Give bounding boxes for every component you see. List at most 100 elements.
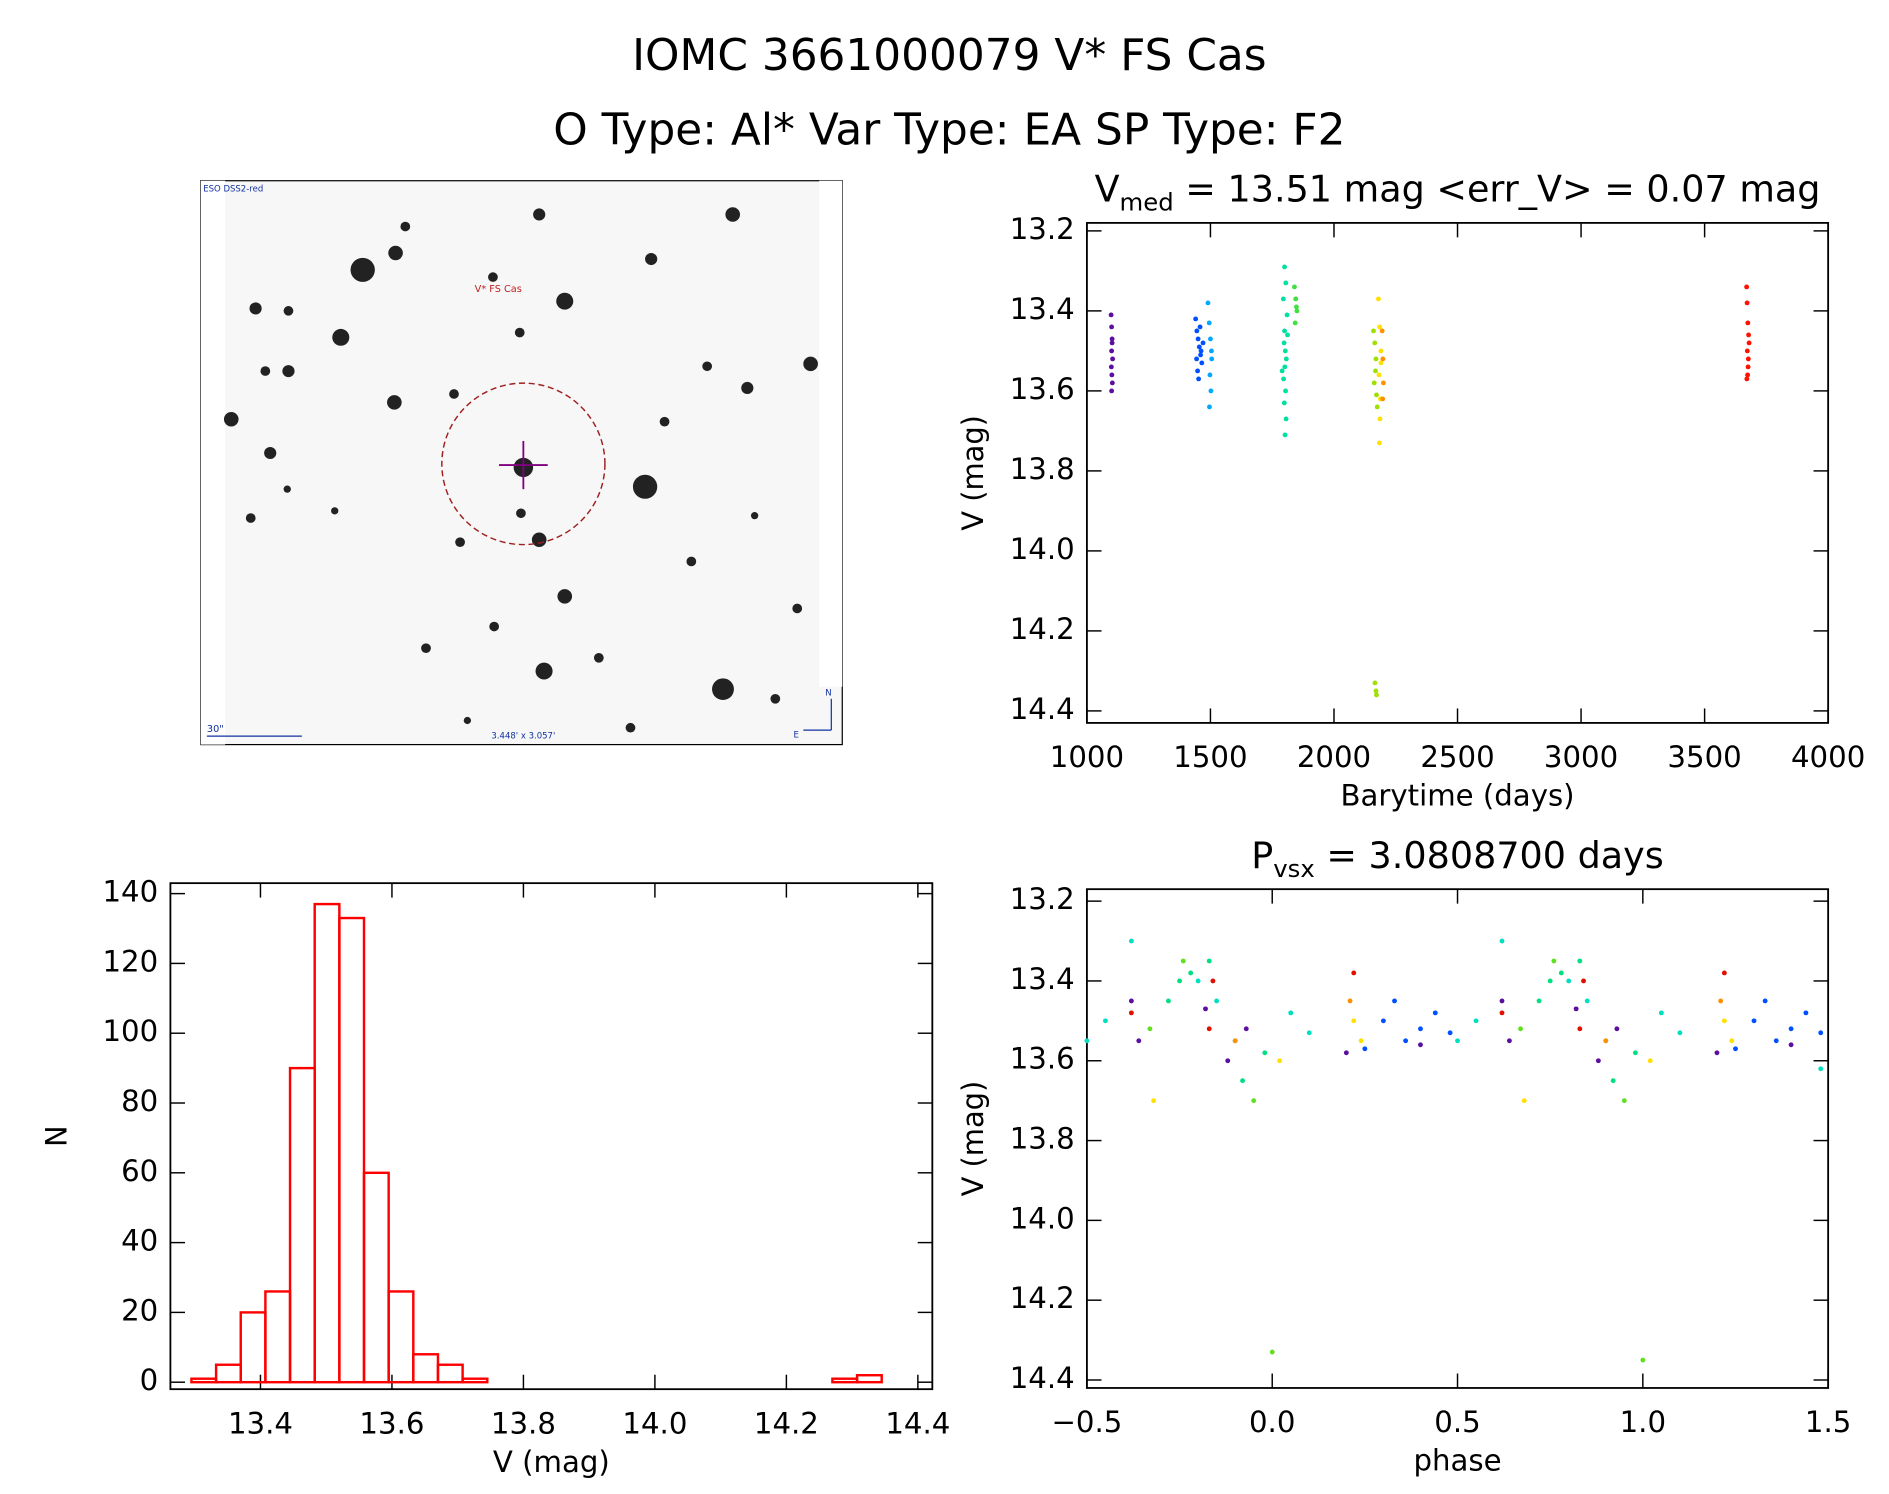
point xyxy=(1403,1038,1409,1044)
histogram-bar xyxy=(461,1377,489,1384)
y-tick-label: 40 xyxy=(121,1224,158,1258)
point xyxy=(1128,938,1134,944)
y-tick-label: 13.8 xyxy=(1010,452,1075,486)
point xyxy=(1351,1018,1357,1024)
point xyxy=(1209,356,1215,362)
sky-image: ESO DSS2-red V* FS Cas 30" 3.448' x 3.05… xyxy=(200,180,843,746)
y-tick-label: 13.4 xyxy=(1010,962,1075,996)
x-tick-label: 2000 xyxy=(1297,740,1371,774)
field-label: 3.448' x 3.057' xyxy=(491,731,555,741)
point xyxy=(1283,416,1289,422)
point xyxy=(1377,416,1383,422)
x-tick-label: 14.4 xyxy=(885,1406,950,1440)
y-tick-label: 14.4 xyxy=(1010,1361,1075,1395)
point xyxy=(1284,312,1290,318)
point xyxy=(1225,1058,1231,1064)
point xyxy=(1109,388,1115,394)
point xyxy=(1499,938,1505,944)
y-tick-label: 13.6 xyxy=(1010,372,1075,406)
point xyxy=(1378,360,1384,366)
point xyxy=(1745,364,1751,370)
x-tick-label: 13.4 xyxy=(228,1406,293,1440)
point xyxy=(1373,356,1379,362)
histogram-bar xyxy=(214,1363,242,1384)
point xyxy=(1103,1018,1108,1024)
point xyxy=(1214,998,1220,1004)
point xyxy=(1293,296,1299,302)
scale-label: 30" xyxy=(207,724,224,735)
point xyxy=(1195,978,1201,984)
x-tick-label: 3000 xyxy=(1544,740,1618,774)
point xyxy=(1199,360,1205,366)
x-tick-label: 0.5 xyxy=(1434,1405,1480,1439)
point xyxy=(1285,332,1290,338)
x-tick-label: 3500 xyxy=(1667,740,1741,774)
point xyxy=(1499,998,1505,1004)
point xyxy=(1108,364,1114,370)
point xyxy=(1455,1038,1460,1044)
main-title: IOMC 3661000079 V* FS Cas xyxy=(632,31,1266,81)
point xyxy=(1198,348,1204,354)
point xyxy=(1208,348,1214,354)
point xyxy=(1109,324,1115,330)
point xyxy=(1558,970,1564,976)
point xyxy=(1746,332,1752,338)
point xyxy=(1373,688,1379,694)
plot-frame xyxy=(1085,221,1830,724)
point xyxy=(1277,1058,1283,1064)
point xyxy=(1380,396,1386,402)
point xyxy=(1379,328,1385,334)
point xyxy=(1206,958,1212,964)
point xyxy=(1262,1050,1268,1056)
point xyxy=(1418,1042,1423,1048)
x-tick-label: 14.0 xyxy=(622,1406,687,1440)
point xyxy=(1282,348,1288,354)
point xyxy=(1547,978,1553,984)
point xyxy=(1374,404,1380,410)
point xyxy=(1281,376,1287,382)
point xyxy=(1203,1006,1208,1012)
point xyxy=(1603,1038,1609,1044)
x-tick-label: 14.2 xyxy=(754,1406,819,1440)
point xyxy=(1084,1038,1090,1044)
histogram-bar xyxy=(239,1311,267,1384)
x-tick-label: 0.0 xyxy=(1249,1405,1295,1439)
point xyxy=(1818,1030,1824,1036)
point xyxy=(1376,296,1381,302)
point xyxy=(1151,1098,1157,1104)
point xyxy=(1376,372,1382,378)
histogram-bar xyxy=(264,1290,292,1384)
y-tick-label: 13.8 xyxy=(1010,1122,1075,1156)
point xyxy=(1745,320,1751,326)
x-tick-label: 1.5 xyxy=(1805,1405,1851,1439)
north-label: N xyxy=(825,687,831,697)
x-axis-label: phase xyxy=(1413,1444,1501,1478)
y-tick-label: 13.4 xyxy=(1010,292,1075,326)
histogram-bar xyxy=(190,1377,218,1384)
point xyxy=(1109,380,1115,386)
point xyxy=(1207,404,1212,410)
point xyxy=(1195,336,1201,342)
point xyxy=(1506,1038,1512,1044)
point xyxy=(1374,392,1379,398)
point xyxy=(1729,1038,1735,1044)
y-tick-label: 0 xyxy=(140,1363,159,1397)
point xyxy=(1196,376,1202,382)
point xyxy=(1614,1026,1620,1032)
y-tick-label: 80 xyxy=(121,1084,158,1118)
point xyxy=(1292,320,1298,326)
title-main: V xyxy=(1095,168,1120,211)
x-axis-label: V (mag) xyxy=(493,1445,610,1479)
point xyxy=(1745,356,1751,362)
point xyxy=(1818,1066,1824,1072)
point xyxy=(1198,352,1203,358)
point xyxy=(1718,998,1724,1004)
y-tick-label: 14.4 xyxy=(1010,692,1075,726)
point xyxy=(1733,1046,1738,1052)
histogram-bar xyxy=(436,1363,464,1384)
x-tick-label: 4000 xyxy=(1791,740,1865,774)
y-tick-label: 13.2 xyxy=(1010,212,1075,246)
point xyxy=(1243,1026,1249,1032)
point xyxy=(1281,400,1287,406)
point xyxy=(1282,364,1288,370)
